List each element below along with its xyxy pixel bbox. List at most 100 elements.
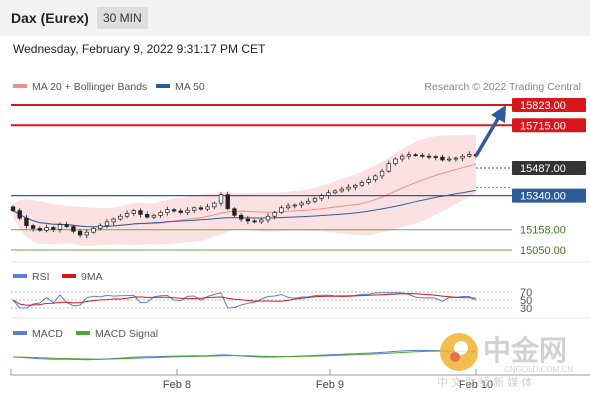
macd-signal-legend: MACD Signal bbox=[95, 328, 158, 340]
macd-signal-line bbox=[12, 350, 477, 360]
candle bbox=[151, 214, 157, 218]
candle bbox=[433, 156, 438, 158]
candle bbox=[232, 208, 237, 216]
pivot-label: 15340.00 bbox=[520, 191, 566, 203]
current-price-badge bbox=[512, 161, 586, 176]
candle bbox=[192, 207, 197, 211]
candle bbox=[279, 207, 284, 213]
candle bbox=[373, 175, 378, 181]
rsi-line bbox=[12, 292, 477, 309]
candle bbox=[346, 186, 351, 190]
rsi-level-label: 50 bbox=[520, 295, 532, 307]
rsi-level-label: 30 bbox=[520, 303, 532, 315]
candle bbox=[124, 213, 130, 217]
watermark: 中金网 CNGOLD.COM.CN 中 文 财 经 新 媒 体 bbox=[437, 333, 573, 389]
candle bbox=[10, 206, 16, 211]
candle bbox=[24, 217, 29, 226]
candle bbox=[446, 158, 452, 161]
candle bbox=[238, 214, 244, 220]
candle bbox=[319, 195, 324, 199]
resistance-label: 15715.00 bbox=[520, 120, 566, 132]
candle bbox=[111, 218, 116, 223]
candle bbox=[292, 204, 297, 207]
candle bbox=[413, 154, 418, 157]
watermark-tagline: 中 文 财 经 新 媒 体 bbox=[437, 375, 532, 389]
rsi-ma-legend: 9MA bbox=[81, 271, 103, 283]
ma20-swatch bbox=[13, 84, 27, 88]
candle bbox=[265, 215, 271, 221]
x-tick-label: Feb 9 bbox=[316, 379, 344, 391]
watermark-url: CNGOLD.COM.CN bbox=[504, 365, 573, 374]
target-arrow bbox=[474, 105, 506, 157]
candle bbox=[218, 194, 224, 204]
candle bbox=[118, 215, 123, 220]
candle bbox=[57, 224, 63, 230]
candle bbox=[138, 210, 143, 215]
candle bbox=[37, 228, 43, 231]
ma20-legend: MA 20 + Bollinger Bands bbox=[32, 81, 147, 93]
candle bbox=[225, 194, 230, 210]
candle bbox=[259, 219, 264, 223]
rsi-legend: RSI bbox=[32, 271, 50, 283]
candle bbox=[91, 228, 96, 233]
candle bbox=[17, 210, 22, 219]
bollinger-band bbox=[13, 134, 476, 246]
candle bbox=[420, 154, 425, 157]
chart-datetime: Wednesday, February 9, 2022 9:31:17 PM C… bbox=[13, 42, 266, 56]
candle bbox=[98, 225, 103, 229]
candle bbox=[339, 188, 344, 192]
x-tick-label: Feb 10 bbox=[459, 379, 493, 391]
watermark-logo-inner bbox=[454, 341, 468, 355]
macd-signal-swatch bbox=[76, 331, 90, 335]
x-tick-label: Feb 8 bbox=[163, 379, 191, 391]
current-price-label: 15487.00 bbox=[520, 163, 566, 175]
timeframe-badge[interactable]: 30 MIN bbox=[97, 7, 148, 29]
rsi-ma-swatch bbox=[62, 274, 76, 278]
candle bbox=[252, 220, 257, 223]
chart-header: Dax (Eurex) 30 MIN bbox=[0, 0, 590, 36]
rsi-swatch bbox=[13, 274, 27, 278]
arrow-shaft bbox=[474, 116, 501, 157]
candle bbox=[212, 202, 217, 208]
candle bbox=[30, 225, 36, 229]
candle bbox=[178, 210, 183, 213]
candles bbox=[10, 151, 479, 239]
candle bbox=[285, 205, 291, 209]
price-level-labels: 15823.00 15715.00 15487.00 15340.00 15158.00… bbox=[512, 98, 586, 257]
candle bbox=[145, 214, 150, 218]
candle bbox=[185, 209, 190, 213]
candle bbox=[71, 226, 76, 232]
support-label: 15158.00 bbox=[520, 225, 566, 237]
instrument-title: Dax (Eurex) bbox=[11, 10, 89, 26]
rsi-level-label: 70 bbox=[520, 287, 532, 299]
candle bbox=[84, 231, 89, 236]
candle bbox=[306, 200, 311, 204]
ma50-swatch bbox=[156, 84, 170, 88]
candle bbox=[312, 198, 318, 202]
candle bbox=[386, 163, 391, 172]
candle bbox=[299, 202, 304, 206]
x-axis-ticks: Feb 8 Feb 9 Feb 10 bbox=[163, 369, 493, 391]
candle bbox=[77, 230, 83, 236]
candle bbox=[393, 158, 398, 165]
candle bbox=[171, 209, 177, 212]
ma50-legend: MA 50 bbox=[175, 81, 205, 93]
resistance-badge bbox=[512, 118, 586, 133]
candle bbox=[467, 153, 472, 157]
resistance-label: 15823.00 bbox=[520, 100, 566, 112]
support-label: 15050.00 bbox=[520, 245, 566, 257]
candle bbox=[198, 207, 204, 210]
candle bbox=[359, 182, 365, 186]
candle bbox=[104, 221, 110, 226]
candle bbox=[426, 155, 432, 158]
macd-swatch bbox=[13, 331, 27, 335]
pivot-badge bbox=[512, 188, 586, 203]
candle bbox=[332, 190, 338, 194]
candle bbox=[44, 227, 49, 231]
candle bbox=[131, 210, 136, 214]
watermark-logo-dot bbox=[450, 352, 460, 362]
candle bbox=[453, 157, 459, 160]
candle bbox=[460, 155, 465, 159]
